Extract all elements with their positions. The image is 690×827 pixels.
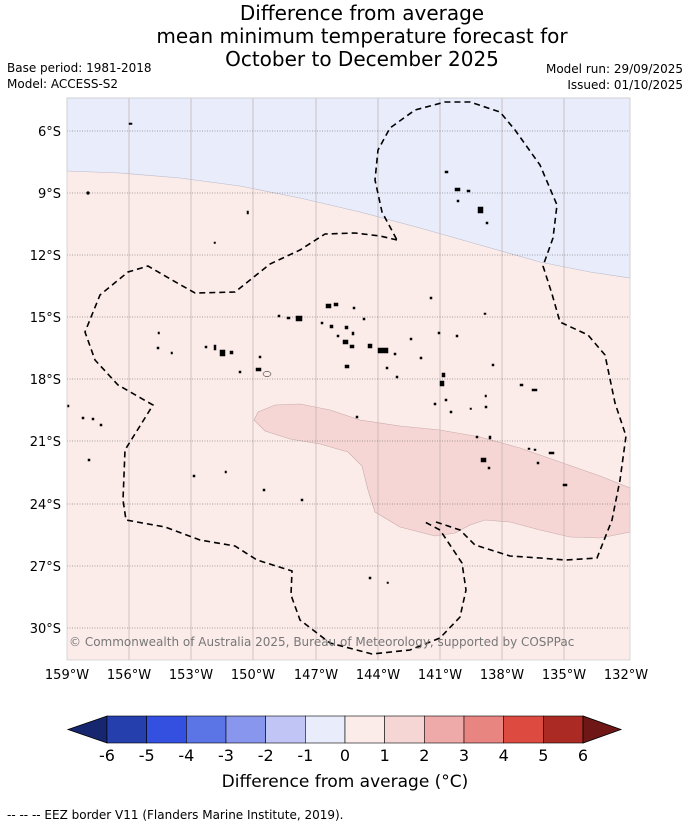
colorbar-tick-label: -5 [139,746,155,765]
lat-label: 30°S [30,622,61,637]
colorbar-tick-label: 6 [578,746,588,765]
lat-label: 12°S [30,249,61,264]
colorbar-segment [305,715,346,744]
colorbar-segment [225,715,266,744]
longitude-labels: 159°W 156°W 153°W 150°W 147°W 144°W 141°… [45,668,648,683]
lon-label: 144°W [356,668,400,683]
lat-label: 24°S [30,498,61,513]
meta-left: Base period: 1981-2018 Model: ACCESS-S2 [7,60,152,92]
lat-label: 21°S [30,435,61,450]
colorbar-tick-label: -6 [99,746,115,765]
lat-label: 27°S [30,560,61,575]
lon-label: 141°W [418,668,462,683]
colorbar-segment [384,715,425,744]
colorbar-segment [106,715,147,744]
model-run: Model run: 29/09/2025 [545,62,683,76]
colorbar-segment [503,715,544,744]
meta-right: Model run: 29/09/2025 Issued: 01/10/2025 [546,61,683,93]
colorbar-under-arrow [66,715,108,744]
warm-anomaly-region [253,403,631,539]
copyright-notice: © Commonwealth of Australia 2025, Bureau… [69,635,574,649]
colorbar-segment [265,715,306,744]
lon-label: 132°W [604,668,648,683]
model-name: Model: ACCESS-S2 [7,77,119,91]
colorbar-tick-label: 2 [419,746,429,765]
colorbar-tick-label: 0 [340,746,350,765]
lon-label: 135°W [542,668,586,683]
colorbar-segment [344,715,385,744]
title-line-1: Difference from average [239,1,485,25]
colorbar-tick-label: -2 [258,746,274,765]
lon-label: 150°W [231,668,275,683]
colorbar: -6 -5 -4 -3 -2 -1 0 1 2 3 4 5 6 [66,715,623,765]
colorbar-label: Difference from average (°C) [221,772,469,792]
colorbar-over-arrow [582,715,623,744]
lat-label: 15°S [30,311,61,326]
chart-title: Difference from average mean minimum tem… [0,2,690,71]
colorbar-tick-label: 5 [538,746,548,765]
base-period: Base period: 1981-2018 [7,61,152,75]
cool-anomaly-region [66,97,631,279]
eez-legend: -- -- -- EEZ border V11 (Flanders Marine… [7,808,344,822]
lon-label: 153°W [169,668,213,683]
colorbar-segment [186,715,227,744]
lon-label: 138°W [480,668,524,683]
lon-label: 147°W [294,668,338,683]
lat-label: 18°S [30,373,61,388]
issued-date: Issued: 01/10/2025 [567,78,683,92]
latitude-labels: 6°S 9°S 12°S 15°S 18°S 21°S 24°S 27°S 30… [30,125,61,637]
colorbar-tick-label: -1 [297,746,313,765]
colorbar-segment [424,715,465,744]
colorbar-tick-label: 4 [499,746,509,765]
colorbar-tick-label: 3 [459,746,469,765]
lon-label: 156°W [107,668,151,683]
lat-label: 9°S [38,187,61,202]
title-line-3: October to December 2025 [225,47,499,71]
colorbar-tick-label: -4 [178,746,194,765]
colorbar-tick-label: -3 [218,746,234,765]
colorbar-segment [146,715,187,744]
colorbar-segment [543,715,584,744]
lat-label: 6°S [38,125,61,140]
islands [66,122,568,584]
title-line-2: mean minimum temperature forecast for [156,24,568,48]
map-frame [66,97,631,661]
lon-label: 159°W [45,668,89,683]
eez-border-west [84,232,467,655]
colorbar-segment [463,715,504,744]
colorbar-tick-label: 1 [380,746,390,765]
